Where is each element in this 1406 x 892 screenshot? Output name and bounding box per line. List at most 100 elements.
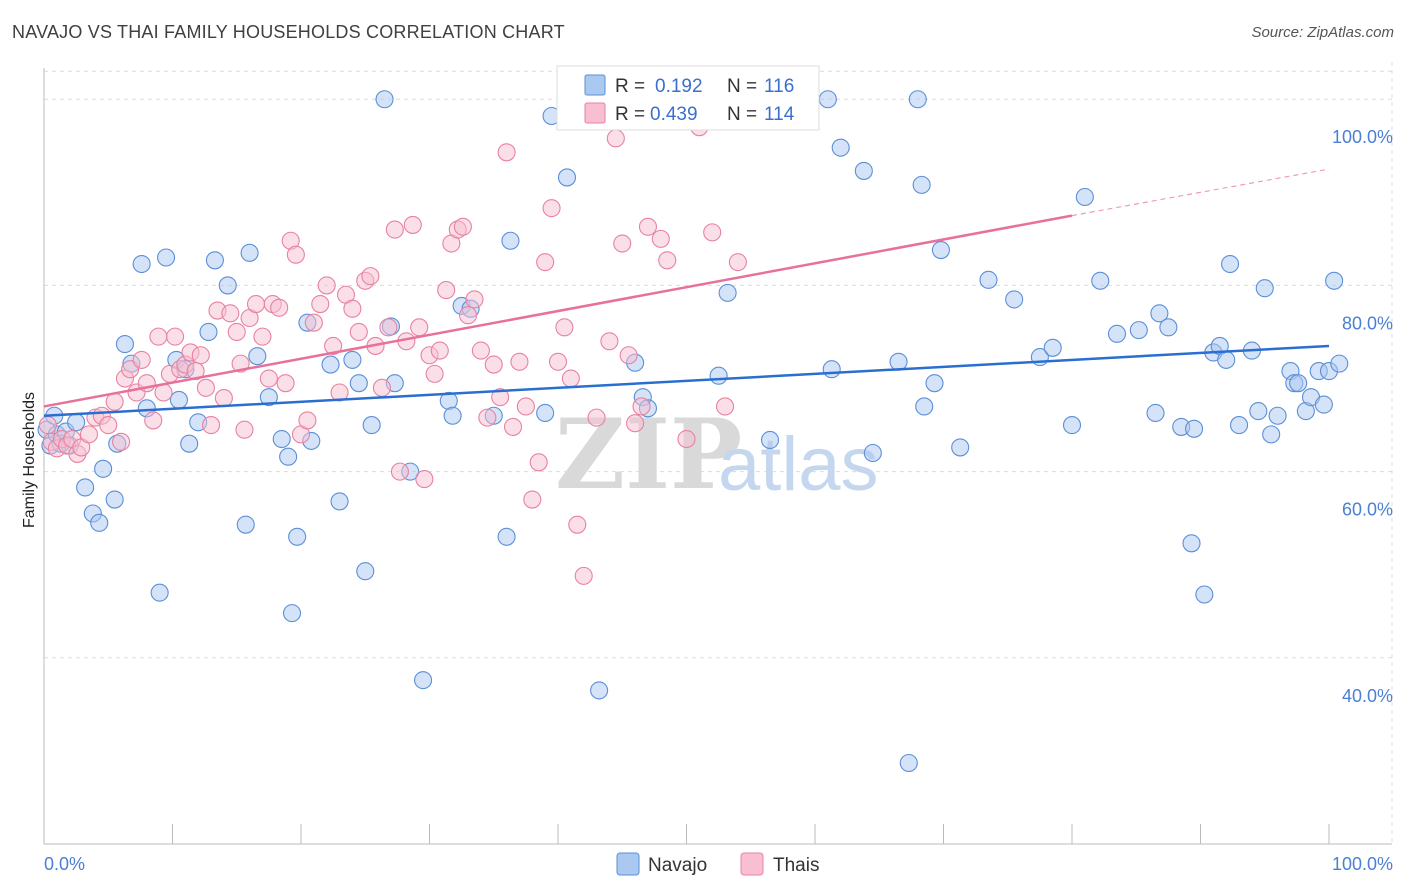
legend-n-value-navajo: 116 [764,76,794,97]
navajo-point-63 [709,366,728,385]
thais-point-51 [324,336,343,355]
navajo-point-82 [1043,338,1062,357]
thais-point-65 [410,318,429,337]
navajo-point-44 [375,90,394,109]
legend-r-value-thais: 0.439 [650,104,698,125]
legend-r-label-thais: R = [615,104,645,125]
navajo-point-19 [157,248,176,267]
thais-point-52 [330,383,349,402]
chart-title: NAVAJO VS THAI FAMILY HOUSEHOLDS CORRELA… [12,22,565,42]
navajo-point-99 [1230,416,1249,435]
navajo-point-39 [330,492,349,511]
thais-point-91 [568,515,587,534]
navajo-point-14 [115,335,135,354]
navajo-point-113 [1325,271,1344,290]
thais-point-66 [415,470,434,489]
legend-n-label-thais: N = [727,104,757,125]
thais-point-50 [317,276,336,295]
navajo-point-66 [818,90,837,109]
trend-lines [43,168,1330,418]
navajo-point-35 [288,527,307,546]
y-tick-label-40: 40.0% [1342,686,1393,706]
navajo-trend-line [43,344,1330,418]
thais-point-61 [385,220,404,239]
thais-point-103 [677,429,696,449]
navajo-point-32 [272,429,291,449]
thais-point-101 [651,229,670,248]
thais-point-19 [144,411,163,430]
navajo-point-65 [760,430,780,450]
navajo-point-31 [259,388,278,407]
thais-point-29 [196,378,215,397]
navajo-point-26 [205,251,224,270]
navajo-point-42 [356,562,375,581]
thais-point-23 [166,327,185,346]
navajo-point-7 [67,413,86,432]
thais-point-60 [379,318,398,337]
navajo-point-69 [854,161,873,180]
navajo-point-73 [908,90,927,109]
navajo-point-94 [1195,585,1214,604]
navajo-point-16 [132,254,151,274]
thais-point-77 [478,408,497,427]
thais-point-89 [555,318,574,337]
legend-swatch-thais [584,102,606,124]
legend-r-value-navajo: 0.192 [655,76,703,97]
navajo-point-59 [590,681,609,700]
thais-point-48 [304,313,323,332]
thais-point-62 [390,462,409,481]
navajo-point-107 [1289,374,1308,393]
navajo-point-103 [1262,425,1281,444]
navajo-point-41 [349,374,368,393]
thais-point-32 [214,389,233,408]
thais-point-88 [548,352,568,371]
navajo-point-48 [414,671,433,690]
y-axis-label: Family Households [21,392,38,528]
navajo-point-101 [1249,402,1268,421]
navajo-point-8 [76,478,95,497]
thais-point-12 [105,392,124,411]
thais-point-42 [270,298,289,317]
thais-point-99 [632,397,651,416]
thais-point-75 [465,290,484,309]
navajo-point-33 [279,447,298,466]
thais-point-68 [425,364,444,383]
thais-point-30 [202,416,221,435]
y-tick-label-80: 80.0% [1342,313,1393,333]
thais-point-11 [99,416,118,435]
navajo-point-83 [1062,416,1082,435]
watermark-atlas: atlas [718,422,879,507]
bottom-legend-navajo: Navajo [648,855,707,876]
navajo-point-34 [282,604,302,623]
thais-point-13 [112,432,131,451]
thais-point-86 [536,253,555,272]
thais-point-87 [542,199,561,218]
thais-point-85 [529,453,548,472]
legend-swatch-navajo [584,74,606,96]
bottom-legend-swatch-navajo [616,852,640,876]
navajo-point-18 [150,583,169,602]
thais-point-80 [497,143,516,162]
thais-point-54 [343,299,362,318]
bottom-legend: Navajo Thais [616,852,819,876]
thais-point-76 [471,341,490,360]
thais-point-20 [149,327,168,346]
navajo-point-114 [1330,354,1349,373]
thais-point-57 [361,267,380,286]
navajo-point-98 [1221,254,1240,274]
navajo-point-78 [951,438,970,457]
axes [43,68,1392,845]
navajo-point-74 [912,175,931,194]
thais-trend-extension [1071,168,1330,217]
y-tick-label-100: 100.0% [1332,127,1393,147]
thais-point-36 [235,420,254,439]
navajo-point-75 [915,397,934,416]
navajo-point-72 [899,753,918,773]
thais-point-43 [276,374,295,393]
navajo-point-54 [497,527,516,546]
thais-point-107 [728,253,747,272]
thais-point-8 [79,425,99,444]
thais-point-33 [221,304,240,323]
navajo-point-64 [718,283,737,302]
